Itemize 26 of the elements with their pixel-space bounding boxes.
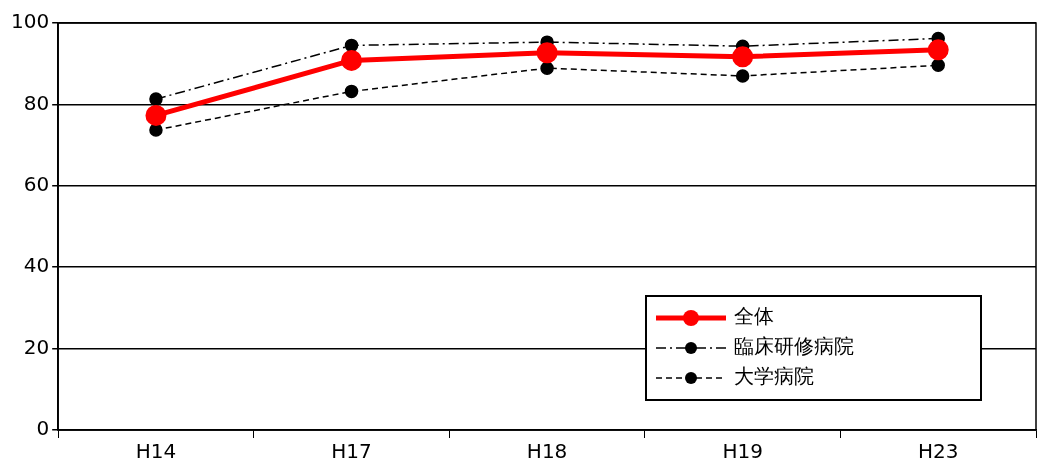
point xyxy=(927,39,949,61)
point xyxy=(145,104,167,126)
x-tick-label: H23 xyxy=(917,439,959,464)
legend-label: 臨床研修病院 xyxy=(734,334,854,359)
y-tick-label: 20 xyxy=(23,334,50,359)
point xyxy=(732,46,754,68)
y-tick-label: 80 xyxy=(23,90,50,115)
x-tick-label: H17 xyxy=(331,439,372,464)
y-tick-label: 60 xyxy=(23,172,50,196)
point xyxy=(344,38,359,53)
legend-label: 大学病院 xyxy=(734,364,814,389)
point xyxy=(149,92,163,106)
y-tick-label: 40 xyxy=(23,253,50,278)
point xyxy=(536,42,558,64)
x-tick-label: H18 xyxy=(526,439,568,464)
legend-label: 全体 xyxy=(734,304,774,329)
x-tick-label: H14 xyxy=(135,439,177,464)
x-tick-label: H19 xyxy=(722,439,763,464)
point xyxy=(341,49,363,71)
point xyxy=(931,58,945,73)
point xyxy=(344,84,359,99)
point xyxy=(735,69,750,83)
y-tick-label: 100 xyxy=(10,9,50,34)
y-tick-label: 0 xyxy=(36,416,50,441)
point xyxy=(540,61,554,75)
point xyxy=(149,123,163,137)
